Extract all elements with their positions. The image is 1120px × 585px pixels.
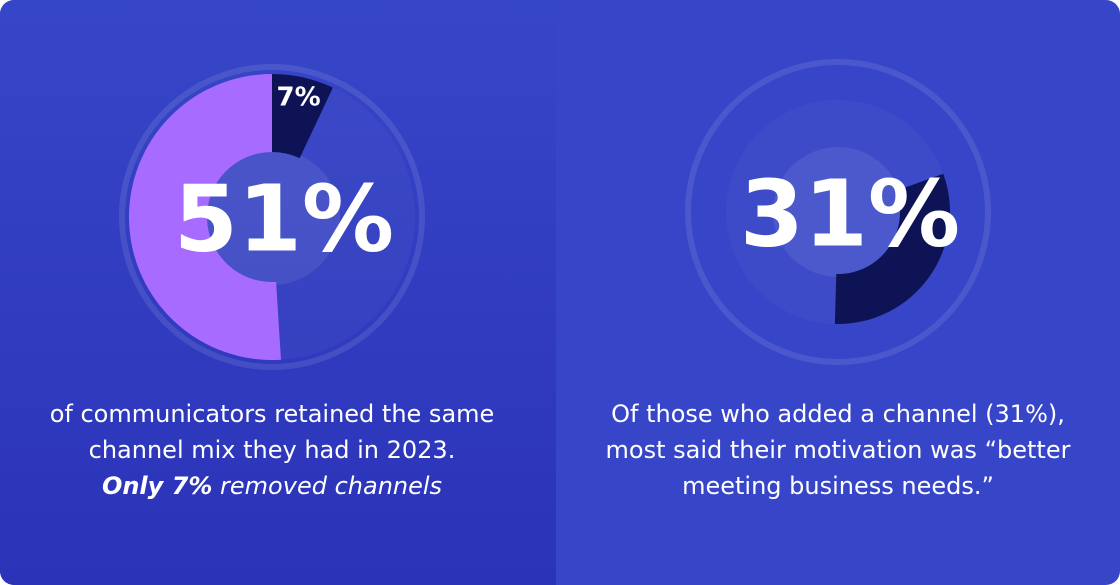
headline-value: 31%	[740, 160, 960, 267]
halo-ring	[685, 59, 991, 365]
inner-disc	[773, 147, 903, 277]
donut-segment	[272, 74, 333, 159]
inner-disc	[204, 149, 340, 285]
caption: Of those who added a channel (31%), most…	[588, 396, 1088, 504]
caption-note: removed channels	[220, 472, 443, 500]
donut-segment	[129, 74, 281, 361]
segment-label: 7%	[277, 82, 321, 112]
headline-value: 51%	[174, 165, 394, 272]
caption-text: of communicators retained the same chann…	[49, 400, 495, 464]
donut-segment	[834, 173, 950, 324]
caption-emphasis: Only 7%	[101, 472, 213, 500]
caption-text: Of those who added a channel (31%), most…	[605, 400, 1071, 500]
halo-ring	[119, 64, 425, 370]
caption: of communicators retained the same chann…	[42, 396, 502, 504]
